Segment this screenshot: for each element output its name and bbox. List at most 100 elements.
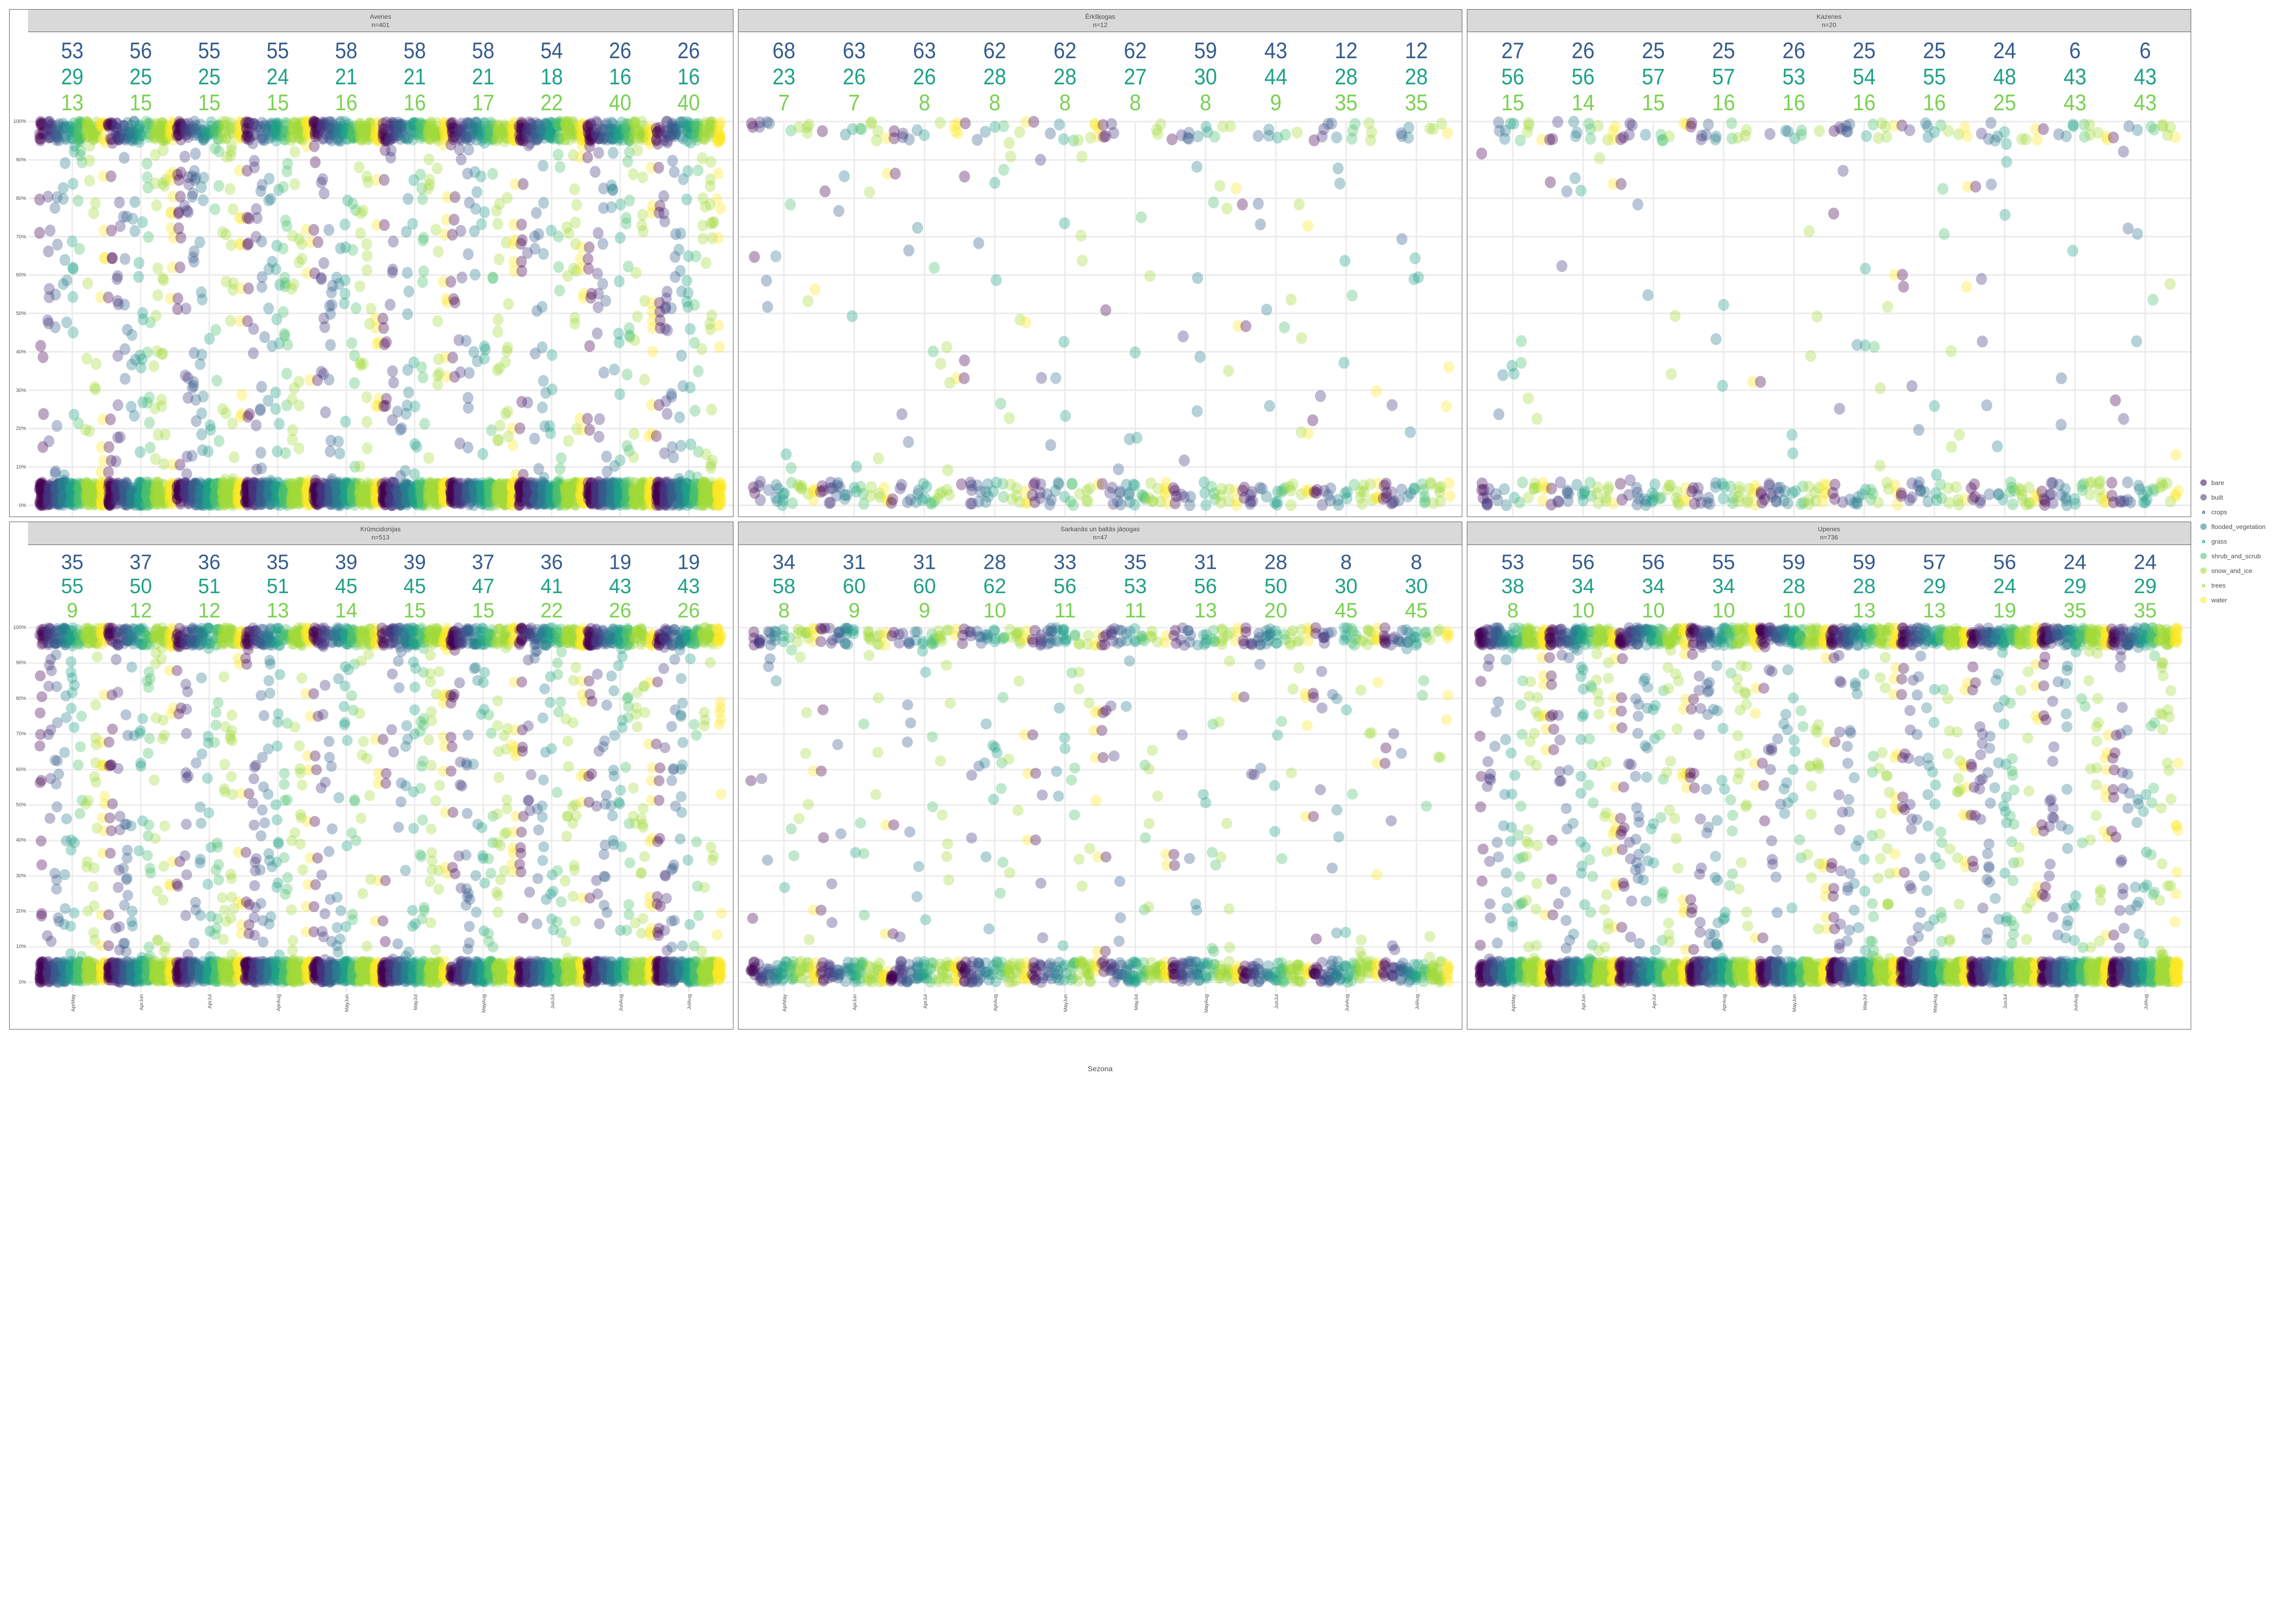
annotation-value: 22: [540, 599, 563, 622]
y-tick-label: 60%: [16, 272, 26, 278]
annotation-value: 13: [1853, 598, 1876, 622]
annotation-value: 30: [1405, 574, 1428, 598]
panel-grid-wrapper: Avenesn=40153565555585858542626292525242…: [9, 9, 2191, 1073]
annotation-value: 28: [1782, 574, 1805, 598]
annotation-value: 41: [540, 575, 563, 598]
annotation-value: 37: [472, 551, 495, 574]
annotation-value: 51: [198, 575, 220, 598]
annotation-value: 24: [1993, 574, 2016, 598]
annotation-value: 43: [2134, 64, 2157, 89]
annotation-value: 9: [919, 598, 930, 622]
legend-swatch: a: [2200, 582, 2207, 589]
x-tick-label: AprJun: [1581, 994, 1587, 1010]
annotation-value: 58: [772, 574, 795, 598]
annotation-value: 56: [1642, 550, 1665, 573]
annotation-value: 62: [983, 38, 1006, 63]
annotation-value: 59: [1782, 550, 1805, 573]
annotation-value: 34: [1712, 574, 1735, 598]
annotation-value: 22: [540, 90, 563, 116]
annotation-value: 35: [1334, 90, 1357, 115]
annotation-value: 60: [843, 574, 865, 598]
legend-item: atrees: [2200, 582, 2283, 589]
annotation-value: 40: [678, 90, 700, 116]
x-tick-label: AprJul: [1652, 994, 1657, 1008]
facet-panel: Ērkšķogasn=12686363626262594312122326262…: [738, 9, 1462, 517]
x-tick-label: AprMay: [1511, 994, 1516, 1012]
panel-header: Upenesn=736: [1467, 522, 2191, 545]
annotation-value: 16: [1853, 90, 1876, 115]
panel-body: 6863636262625943121223262628282730442828…: [738, 32, 1462, 517]
panel-body: 3537363539393736191955505151454547414343…: [28, 545, 733, 993]
annotation-value: 16: [1712, 90, 1735, 115]
legend-label: grass: [2211, 538, 2227, 545]
annotation-value: 53: [1501, 550, 1524, 573]
y-tick-label: 0%: [19, 503, 26, 508]
annotation-value: 31: [843, 550, 865, 573]
annotation-value: 18: [540, 64, 563, 89]
annotation-value: 35: [2063, 598, 2086, 622]
annotation-value: 53: [1124, 574, 1147, 598]
annotation-value: 11: [1124, 598, 1146, 622]
annotation-value: 26: [913, 64, 936, 89]
panel-n: n=12: [740, 21, 1460, 29]
panel-header: Kazenesn=20: [1467, 10, 2191, 32]
plot-svg: 5356565559595756242438343434282829242929…: [1467, 545, 2191, 993]
y-tick-label: 30%: [16, 873, 26, 879]
annotation-value: 43: [2063, 64, 2086, 89]
panel-n: n=401: [30, 21, 731, 29]
annotation-value: 15: [266, 90, 289, 116]
annotation-value: 55: [1923, 64, 1946, 89]
facet-panel: Upenesn=73653565655595957562424383434342…: [1467, 522, 2191, 1029]
x-tick-label: MayAug: [1933, 994, 1938, 1013]
annotation-value: 62: [983, 574, 1006, 598]
annotation-value: 16: [1782, 90, 1805, 115]
annotation-value: 68: [772, 38, 795, 63]
legend-swatch: [2200, 567, 2207, 574]
annotation-value: 40: [609, 90, 631, 116]
annotation-value: 30: [1334, 574, 1357, 598]
annotation-value: 6: [2069, 38, 2081, 63]
annotation-value: 8: [989, 90, 1001, 115]
legend-item: built: [2200, 494, 2283, 501]
plot-svg: 5356555558585854262629252524212121181616…: [28, 32, 733, 517]
annotation-value: 56: [130, 38, 152, 63]
annotation-value: 25: [1712, 38, 1735, 63]
x-tick-label: JunJul: [550, 994, 556, 1009]
y-tick-label: 100%: [13, 119, 26, 124]
annotation-value: 28: [1405, 64, 1428, 89]
annotation-value: 35: [266, 551, 289, 574]
annotation-value: 12: [1334, 38, 1357, 63]
annotation-value: 15: [472, 599, 495, 622]
legend: barebuiltacropsflooded_vegetationagrasss…: [2200, 479, 2283, 604]
x-tick-label: MayJul: [1134, 994, 1139, 1010]
annotation-value: 25: [1923, 38, 1946, 63]
legend-swatch: [2200, 494, 2207, 501]
annotation-value: 8: [778, 598, 790, 622]
x-tick-label: MayJun: [1792, 994, 1797, 1012]
panel-n: n=513: [30, 533, 731, 541]
annotation-value: 25: [1993, 90, 2016, 115]
facet-panel: Krūmcidonijasn=5133537363539393736191955…: [9, 522, 733, 1029]
facet-panel: Sarkanās un baltās jāņogasn=473431312833…: [738, 522, 1462, 1029]
panel-title: Sarkanās un baltās jāņogas: [740, 525, 1460, 533]
annotation-value: 47: [472, 575, 495, 598]
annotation-value: 45: [1405, 598, 1428, 622]
annotation-value: 6: [2139, 38, 2151, 63]
annotation-value: 26: [678, 38, 700, 63]
annotation-value: 43: [2063, 90, 2086, 115]
annotation-value: 56: [1993, 550, 2016, 573]
annotation-value: 15: [130, 90, 152, 116]
y-tick-label: 50%: [16, 802, 26, 808]
plot-svg: 3431312833353128885860606256535650303089…: [738, 545, 1462, 993]
annotation-value: 28: [983, 64, 1006, 89]
x-tick-label: AprJun: [139, 994, 144, 1010]
annotation-value: 24: [1993, 38, 2016, 63]
facet-panel: Avenesn=40153565555585858542626292525242…: [9, 9, 733, 517]
annotation-value: 15: [403, 599, 426, 622]
annotation-value: 30: [1194, 64, 1217, 89]
annotation-value: 26: [843, 64, 865, 89]
annotation-value: 36: [540, 551, 563, 574]
x-tick-label: AprAug: [276, 994, 281, 1011]
legend-label: snow_and_ice: [2211, 567, 2253, 574]
annotation-value: 16: [403, 90, 426, 116]
